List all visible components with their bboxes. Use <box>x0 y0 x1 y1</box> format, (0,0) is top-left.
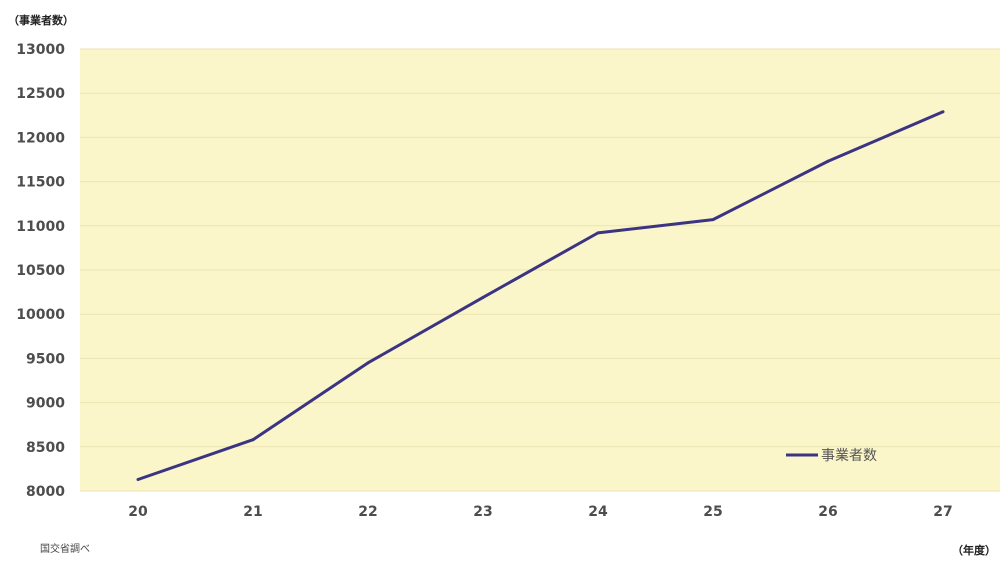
y-tick-label: 10500 <box>16 263 65 279</box>
data-point <box>481 295 485 299</box>
data-point <box>136 478 140 482</box>
legend-label: 事業者数 <box>821 448 877 464</box>
x-tick-label: 24 <box>588 504 608 520</box>
y-tick-label: 12500 <box>16 86 65 102</box>
y-tick-label: 8500 <box>26 440 65 456</box>
x-axis-unit-label: （年度） <box>952 543 996 557</box>
y-tick-label: 9500 <box>26 351 65 367</box>
y-tick-label: 11500 <box>16 175 65 191</box>
y-axis-unit-label: （事業者数） <box>8 13 74 27</box>
y-tick-label: 8000 <box>26 484 65 500</box>
x-tick-label: 20 <box>128 504 148 520</box>
data-point <box>251 438 255 442</box>
x-axis-ticks: 20 21 22 23 24 25 26 27 <box>128 504 952 520</box>
gridlines <box>80 48 1000 492</box>
x-tick-label: 21 <box>243 504 262 520</box>
data-point <box>366 361 370 365</box>
data-point <box>826 159 830 163</box>
y-tick-label: 11000 <box>16 219 65 235</box>
series-group <box>136 110 945 482</box>
y-tick-label: 13000 <box>16 42 65 58</box>
legend: 事業者数 <box>786 448 877 464</box>
y-tick-label: 10000 <box>16 307 65 323</box>
source-note: 国交省調べ <box>40 542 90 555</box>
x-tick-label: 22 <box>358 504 377 520</box>
y-tick-label: 12000 <box>16 130 65 146</box>
x-tick-label: 23 <box>473 504 492 520</box>
data-point <box>941 110 945 114</box>
data-point <box>711 218 715 222</box>
x-tick-label: 26 <box>818 504 837 520</box>
series-line <box>137 110 944 481</box>
x-tick-label: 25 <box>703 504 722 520</box>
data-point <box>596 231 600 235</box>
y-axis-ticks: 8000 8500 9000 9500 10000 10500 11000 11500 1200… <box>16 42 65 500</box>
x-tick-label: 27 <box>933 504 952 520</box>
y-tick-label: 9000 <box>26 396 65 412</box>
